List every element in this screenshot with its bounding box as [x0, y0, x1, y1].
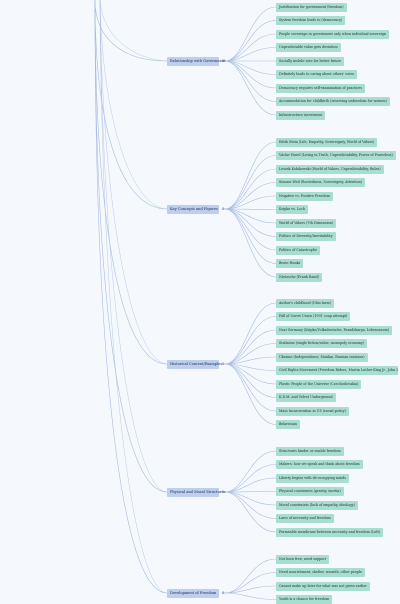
- leaf-node[interactable]: Fall of Soviet Union (1991 coup attempt): [276, 312, 351, 321]
- leaf-node[interactable]: Brute Hunks: [276, 259, 304, 268]
- leaf-node[interactable]: Unpredictable value gets deviation: [276, 43, 341, 52]
- connector-line: [94, 0, 168, 210]
- connector-line: [224, 477, 277, 493]
- leaf-node[interactable]: Edith Stein (Life, Empathy, Sovereignty,…: [276, 137, 378, 147]
- leaf-node[interactable]: Plastic People of the Universe (Czechosl…: [276, 379, 362, 389]
- leaf-node[interactable]: Nazi Germany (Kripke/Volksdeutsche, Para…: [276, 325, 392, 335]
- leaf-node[interactable]: Definitely leads to caring about others'…: [276, 70, 358, 79]
- connector-line: [224, 20, 277, 62]
- connector-line: [99, 0, 168, 210]
- connector-line: [224, 585, 277, 594]
- connector-line: [224, 363, 277, 412]
- leaf-node[interactable]: Negative vs. Positive Freedom: [276, 191, 333, 201]
- leaf-node[interactable]: Socially mobile vote for better future: [276, 56, 345, 66]
- branch-node[interactable]: Historical Context/Examples: [167, 359, 222, 369]
- connector-line: [94, 0, 168, 62]
- leaf-node[interactable]: Václav Havel (Living in Truth, Unpredict…: [276, 151, 396, 160]
- connector-line: [224, 168, 277, 210]
- leaf-node[interactable]: Permeable membrane between necessity and…: [276, 527, 384, 537]
- leaf-node[interactable]: Leszek Kołakowski (World of Values, Unpr…: [276, 164, 384, 174]
- leaf-node[interactable]: Physical constraints (gravity, inertia): [276, 487, 344, 496]
- connector-line: [99, 0, 168, 62]
- collapse-toggle-icon[interactable]: ⊕: [221, 489, 225, 494]
- connector-line: [224, 208, 277, 210]
- leaf-node[interactable]: Moral constraints (lack of empathy, ideo…: [276, 500, 358, 510]
- connector-line: [224, 47, 277, 62]
- connector-line: [224, 592, 277, 600]
- collapse-toggle-icon[interactable]: ⊕: [221, 361, 225, 366]
- branch-node[interactable]: Key Concepts and Figures: [167, 204, 219, 214]
- connector-line: [224, 6, 277, 62]
- connector-line: [224, 450, 277, 493]
- leaf-node[interactable]: Not born free; need support: [276, 554, 330, 564]
- leaf-node[interactable]: Politics of Catastrophe: [276, 245, 320, 255]
- connector-line: [224, 464, 277, 493]
- connector-line: [224, 329, 277, 365]
- connector-line: [224, 60, 277, 102]
- connector-line: [224, 182, 277, 210]
- connector-line: [224, 33, 277, 62]
- leaf-node[interactable]: Simone Weil (Rootedness, Sovereignty, At…: [276, 178, 365, 187]
- leaf-node[interactable]: People sovereign in government only when…: [276, 29, 389, 39]
- leaf-node[interactable]: Politics of Diversity/Inevitability: [276, 232, 336, 241]
- connector-line: [99, 0, 168, 493]
- collapse-toggle-icon[interactable]: ⊕: [221, 58, 225, 63]
- connector-line: [224, 491, 277, 493]
- leaf-node[interactable]: K.D.M. and Velvet Underground: [276, 393, 336, 402]
- connector-line: [224, 208, 277, 278]
- leaf-node[interactable]: System freedom leads to (democracy): [276, 16, 346, 25]
- leaf-node[interactable]: Laws of necessity and freedom: [276, 514, 334, 523]
- branch-node[interactable]: Relationship with Government: [167, 56, 226, 66]
- connector-line: [224, 363, 277, 398]
- leaf-node[interactable]: Civil Rights Movement (Freedom Riders, M…: [276, 366, 398, 375]
- connector-line: [224, 155, 277, 210]
- leaf-node[interactable]: Author's childhood (Ohio farm): [276, 298, 334, 308]
- connector-line: [224, 491, 277, 533]
- leaf-node[interactable]: Need nourishment, shelter, warmth, other…: [276, 568, 365, 577]
- connector-line: [224, 356, 277, 365]
- leaf-node[interactable]: Makers: how we speak and think about fre…: [276, 460, 363, 469]
- connector-line: [99, 0, 168, 365]
- connector-line: [99, 0, 168, 594]
- connector-line: [224, 60, 277, 116]
- leaf-node[interactable]: Kripke vs. Lock: [276, 205, 308, 214]
- branch-node[interactable]: Physical and Moral Structures: [167, 487, 226, 497]
- connector-line: [224, 363, 277, 425]
- connector-line: [224, 316, 277, 365]
- leaf-node[interactable]: Democracy requires self-examination of p…: [276, 83, 366, 93]
- leaf-node[interactable]: Structures hinder or enable freedom: [276, 446, 344, 456]
- connector-line: [224, 343, 277, 365]
- leaf-node[interactable]: Liberty begins with de-occupying minds: [276, 473, 349, 483]
- connector-line: [224, 195, 277, 210]
- leaf-node[interactable]: Infrastructure investment: [276, 110, 326, 120]
- leaf-node[interactable]: World of Values (7th Dimension): [276, 218, 337, 228]
- connector-line: [94, 0, 168, 365]
- leaf-node[interactable]: Accommodation for childbirth (reserving …: [276, 97, 390, 106]
- branch-node[interactable]: Development of Freedom: [167, 588, 219, 598]
- leaf-node[interactable]: Stalinism (single fiction/value, monopol…: [276, 339, 368, 348]
- collapse-toggle-icon[interactable]: ⊕: [221, 206, 225, 211]
- leaf-node[interactable]: Justification for government (freedom): [276, 2, 347, 12]
- connector-line: [94, 0, 168, 493]
- leaf-node[interactable]: Ukraine (Independence, Maidan, Russian i…: [276, 352, 368, 362]
- connector-line: [224, 141, 277, 210]
- connector-line: [224, 558, 277, 594]
- leaf-node[interactable]: Nietzsche (Frank Rand): [276, 272, 322, 282]
- connector-line: [224, 208, 277, 251]
- leaf-node[interactable]: Mass Incarceration in US (racial policy): [276, 406, 349, 416]
- connector-line: [224, 302, 277, 365]
- leaf-node[interactable]: Belarusian: [276, 420, 300, 429]
- leaf-node[interactable]: Cannot make up later for what was not gi…: [276, 581, 370, 591]
- connector-line: [224, 572, 277, 594]
- collapse-toggle-icon[interactable]: ⊕: [221, 590, 225, 595]
- connector-line: [94, 0, 168, 594]
- connector-line: [224, 491, 277, 519]
